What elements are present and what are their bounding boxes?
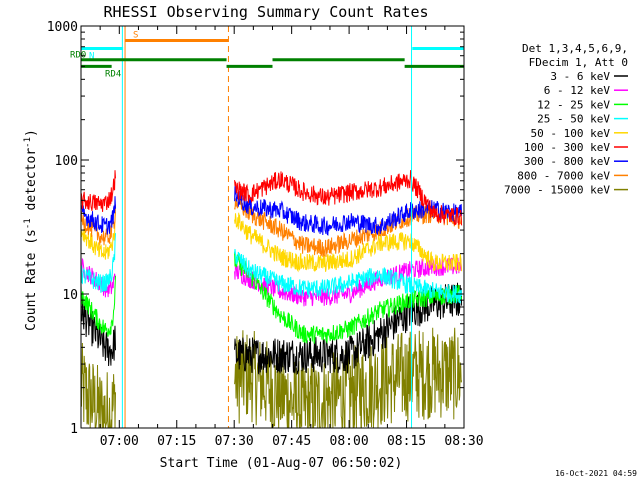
flag-label-rd4: RD4 bbox=[105, 69, 121, 79]
flag-label-n: N bbox=[89, 51, 94, 61]
y-tick-label-10: 10 bbox=[62, 288, 78, 303]
legend-label-12-25-kev: 12 - 25 keV bbox=[537, 98, 610, 111]
series-line-3-6-kev bbox=[80, 282, 463, 375]
series-line-25-50-kev bbox=[80, 233, 463, 304]
axes: 07:00 07:15 07:30 07:45 08:00 08:15 08:30 1 10 10… bbox=[47, 20, 484, 449]
y-label-sup-2: -1 bbox=[23, 137, 33, 148]
flag-label-s: S bbox=[133, 30, 138, 40]
legend-label-800-7000-kev: 800 - 7000 keV bbox=[517, 169, 610, 182]
y-tick-label-1000: 1000 bbox=[47, 20, 78, 35]
x-axis-label: Start Time (01-Aug-07 06:50:02) bbox=[160, 456, 403, 471]
x-tick-label-08-30: 08:30 bbox=[444, 434, 483, 449]
y-label-part-2: detector bbox=[24, 148, 39, 219]
series-line-300-800-kev bbox=[80, 186, 463, 236]
x-tick-label-07-00: 07:00 bbox=[100, 434, 139, 449]
series-line-800-7000-kev bbox=[80, 195, 463, 257]
x-tick-label-07-15: 07:15 bbox=[157, 434, 196, 449]
x-tick-label-07-30: 07:30 bbox=[215, 434, 254, 449]
legend-label-3-6-kev: 3 - 6 keV bbox=[550, 70, 610, 83]
y-axis-label: Count Rate (s-1 detector-1) bbox=[23, 129, 39, 331]
series-line-50-100-kev bbox=[80, 211, 463, 273]
plot-timestamp: 16-Oct-2021 04:59 bbox=[555, 469, 637, 478]
legend-label-6-12-kev: 6 - 12 keV bbox=[544, 84, 611, 97]
legend-label-25-50-kev: 25 - 50 keV bbox=[537, 113, 610, 126]
legend-label-7000-15000-kev: 7000 - 15000 keV bbox=[504, 184, 610, 197]
series-line-100-300-kev bbox=[80, 170, 463, 226]
y-label-part-1: Count Rate (s bbox=[24, 229, 39, 331]
series-line-12-25-kev bbox=[80, 251, 463, 344]
legend-header-decimation: FDecim 1, Att 0 bbox=[529, 56, 628, 69]
x-tick-label-08-15: 08:15 bbox=[387, 434, 426, 449]
legend-header-detectors: Det 1,3,4,5,6,9, bbox=[522, 42, 628, 55]
x-tick-label-07-45: 07:45 bbox=[272, 434, 311, 449]
y-label-sup-1: -1 bbox=[23, 218, 33, 229]
x-tick-label-08-00: 08:00 bbox=[330, 434, 369, 449]
legend: Det 1,3,4,5,6,9, FDecim 1, Att 0 3 - 6 k… bbox=[504, 42, 628, 197]
legend-label-100-300-kev: 100 - 300 keV bbox=[524, 141, 610, 154]
y-tick-label-100: 100 bbox=[55, 154, 78, 169]
flag-label-rd0: RD0 bbox=[70, 51, 86, 61]
y-label-part-3: ) bbox=[24, 129, 39, 137]
y-tick-label-1: 1 bbox=[70, 422, 78, 437]
legend-label-50-100-kev: 50 - 100 keV bbox=[531, 127, 611, 140]
legend-label-300-800-kev: 300 - 800 keV bbox=[524, 155, 610, 168]
chart-title: RHESSI Observing Summary Count Rates bbox=[103, 3, 428, 21]
